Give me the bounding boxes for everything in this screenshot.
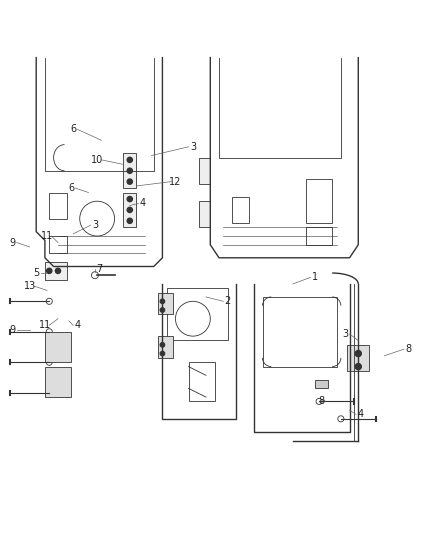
Circle shape <box>47 268 52 273</box>
Circle shape <box>160 343 165 347</box>
Circle shape <box>160 351 165 356</box>
Circle shape <box>55 268 60 273</box>
Circle shape <box>127 179 132 184</box>
Circle shape <box>127 218 132 223</box>
Bar <box>262 297 336 367</box>
Bar <box>49 236 67 254</box>
Text: 4: 4 <box>140 198 146 208</box>
Text: 3: 3 <box>342 329 348 339</box>
Bar <box>45 367 71 397</box>
Text: 4: 4 <box>74 320 81 330</box>
Circle shape <box>127 157 132 163</box>
Circle shape <box>127 197 132 201</box>
Bar <box>45 262 67 279</box>
Text: 10: 10 <box>91 155 103 165</box>
Circle shape <box>160 299 165 303</box>
Circle shape <box>127 168 132 173</box>
Bar <box>306 180 332 223</box>
Text: 1: 1 <box>312 272 318 282</box>
Text: 3: 3 <box>92 220 98 230</box>
Text: 2: 2 <box>225 296 231 306</box>
Bar <box>199 158 210 184</box>
Text: 9: 9 <box>9 238 15 247</box>
Bar <box>123 192 136 228</box>
Text: 6: 6 <box>68 183 74 193</box>
Text: 3: 3 <box>190 142 196 152</box>
Bar <box>167 288 228 341</box>
Text: 13: 13 <box>24 281 36 291</box>
Text: 11: 11 <box>39 320 51 330</box>
Bar <box>158 336 173 358</box>
Text: 11: 11 <box>41 231 53 241</box>
Bar <box>232 197 250 223</box>
Bar <box>123 154 136 188</box>
Text: 8: 8 <box>405 344 411 354</box>
Circle shape <box>127 207 132 213</box>
Text: 4: 4 <box>357 409 364 419</box>
Text: 9: 9 <box>9 325 15 335</box>
Bar <box>188 362 215 401</box>
Bar <box>158 293 173 314</box>
Text: 7: 7 <box>96 264 102 273</box>
Text: 12: 12 <box>170 176 182 187</box>
Bar <box>306 228 332 245</box>
Circle shape <box>160 308 165 312</box>
Text: 5: 5 <box>33 268 39 278</box>
Bar <box>49 192 67 219</box>
Bar <box>199 201 210 228</box>
Text: 8: 8 <box>318 397 325 407</box>
Bar <box>347 345 369 371</box>
Bar <box>45 332 71 362</box>
Text: 6: 6 <box>70 124 76 134</box>
Bar <box>315 379 328 389</box>
Circle shape <box>355 364 361 370</box>
Circle shape <box>355 351 361 357</box>
